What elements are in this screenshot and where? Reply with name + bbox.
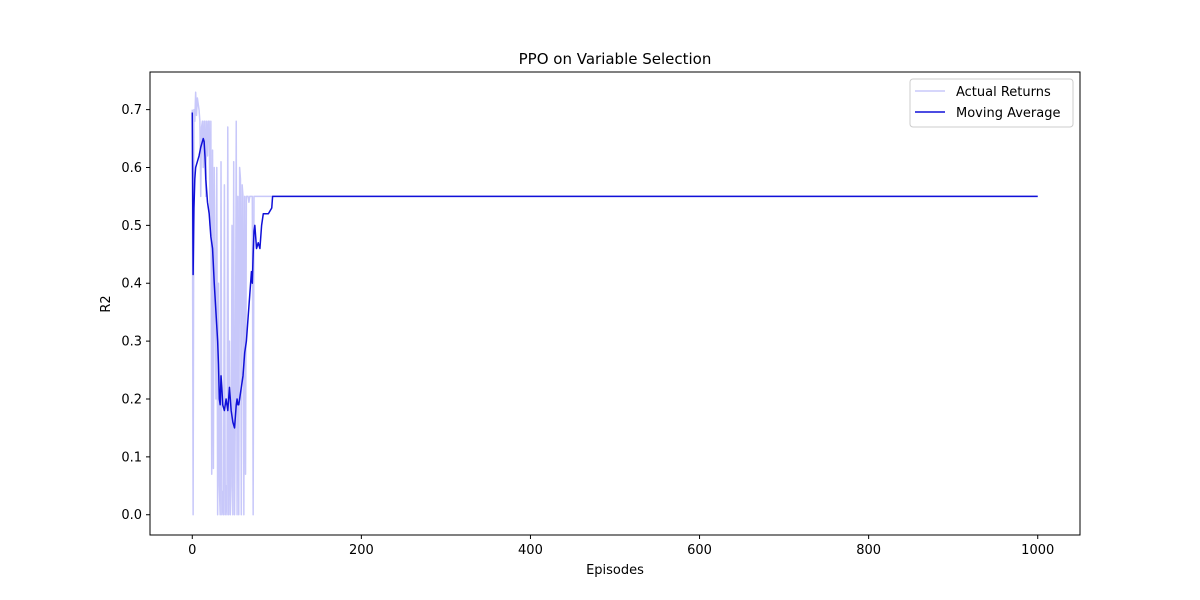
- y-tick-label: 0.7: [121, 103, 142, 118]
- y-tick-label: 0.6: [121, 161, 142, 176]
- series-layer: [191, 91, 1038, 516]
- series-line-actual-returns: [191, 91, 1038, 516]
- plot-frame: [149, 71, 1081, 536]
- y-tick-label: 0.3: [121, 335, 142, 350]
- y-tick-label: 0.2: [121, 392, 142, 407]
- y-tick-label: 0.1: [121, 450, 142, 465]
- chart-title: PPO on Variable Selection: [519, 50, 712, 68]
- y-tick-label: 0.0: [121, 508, 142, 523]
- x-tick-label: 0: [188, 543, 196, 558]
- legend-box: [909, 78, 1074, 128]
- plot-area: [149, 71, 1081, 536]
- series-line-moving-average: [191, 112, 1038, 429]
- y-tick-label: 0.4: [121, 277, 142, 292]
- x-tick-label: 200: [349, 543, 374, 558]
- y-axis: 0.0 0.1 0.2 0.3 0.4 0.5 0.6 0.7: [121, 103, 150, 523]
- legend-label-actual-returns: Actual Returns: [956, 85, 1051, 100]
- x-tick-label: 1000: [1021, 543, 1054, 558]
- x-axis-label: Episodes: [586, 563, 644, 578]
- x-axis: 0 200 400 600 800 1000: [188, 535, 1054, 558]
- y-axis-label: R2: [99, 295, 114, 312]
- legend-label-moving-average: Moving Average: [956, 106, 1060, 121]
- y-tick-label: 0.5: [121, 219, 142, 234]
- legend: Actual Returns Moving Average: [909, 78, 1074, 128]
- x-tick-label: 800: [856, 543, 881, 558]
- x-tick-label: 600: [687, 543, 712, 558]
- x-tick-label: 400: [518, 543, 543, 558]
